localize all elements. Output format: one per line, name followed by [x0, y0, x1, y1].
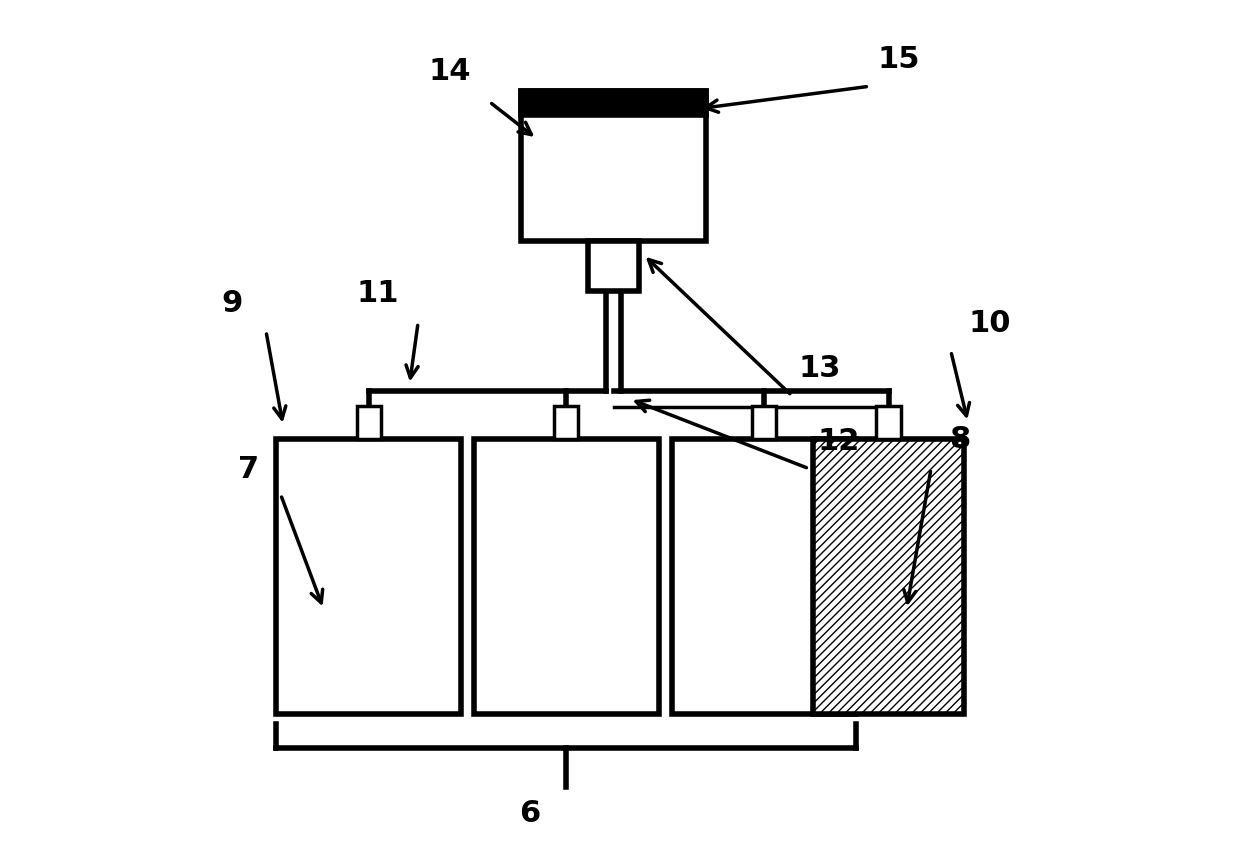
Text: 14: 14 [429, 58, 471, 86]
Text: 13: 13 [799, 353, 841, 382]
Bar [521, 91, 706, 115]
Bar [813, 439, 963, 714]
Text: 9: 9 [221, 289, 242, 318]
Bar [751, 406, 776, 439]
Bar [877, 406, 900, 439]
Text: 7: 7 [238, 455, 259, 484]
Bar [277, 439, 461, 714]
Text: 6: 6 [520, 798, 541, 827]
Bar [588, 242, 640, 292]
Text: 15: 15 [878, 46, 920, 74]
Text: 11: 11 [356, 279, 399, 307]
Bar [554, 406, 578, 439]
Bar [357, 406, 381, 439]
Text: 12: 12 [818, 426, 861, 455]
Text: 10: 10 [968, 309, 1011, 338]
Bar [521, 91, 706, 242]
Text: 8: 8 [949, 424, 970, 454]
Bar [474, 439, 658, 714]
Bar [672, 439, 857, 714]
